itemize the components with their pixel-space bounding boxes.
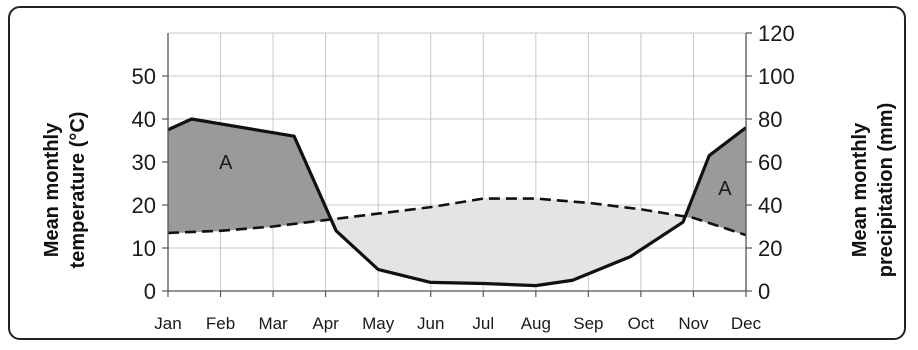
right-tick-label: 120 <box>758 21 795 46</box>
x-axis-ticks: Jan Feb Mar Apr May Jun Jul Aug Sep Oct Nov Dec <box>154 291 762 333</box>
left-tick-label: 10 <box>132 236 156 261</box>
region-label-1: A <box>219 152 233 174</box>
x-tick-label: Dec <box>731 314 762 333</box>
right-tick-label: 80 <box>758 107 782 132</box>
region-labels: AA <box>219 152 732 200</box>
left-tick-label: 50 <box>132 64 156 89</box>
left-axis-title-line1: Mean monthly <box>41 122 63 257</box>
right-axis-title-line1: Mean monthly <box>849 122 871 257</box>
right-tick-label: 0 <box>758 279 770 304</box>
left-tick-label: 20 <box>132 193 156 218</box>
x-tick-label: Aug <box>521 314 551 333</box>
right-axis-title-line2: precipitation (mm) <box>875 103 897 277</box>
right-tick-label: 40 <box>758 193 782 218</box>
left-tick-label: 0 <box>144 279 156 304</box>
region-label-2: A <box>718 178 732 200</box>
right-axis-ticks: 0 20 40 60 80 100 120 <box>746 21 795 304</box>
x-tick-label: Apr <box>312 314 339 333</box>
right-tick-label: 100 <box>758 64 795 89</box>
x-tick-label: Mar <box>258 314 288 333</box>
x-tick-label: Feb <box>206 314 235 333</box>
x-tick-label: Sep <box>573 314 603 333</box>
x-tick-label: Jun <box>417 314 444 333</box>
precipitation-line <box>167 117 747 288</box>
left-axis-title-line2: temperature (°C) <box>67 112 89 269</box>
x-tick-label: Jan <box>154 314 181 333</box>
x-tick-label: Nov <box>678 314 709 333</box>
right-tick-label: 20 <box>758 236 782 261</box>
series-lines <box>167 117 747 288</box>
x-tick-label: May <box>362 314 395 333</box>
x-tick-label: Oct <box>628 314 655 333</box>
right-tick-label: 60 <box>758 150 782 175</box>
left-tick-label: 40 <box>132 107 156 132</box>
left-axis-ticks: 0 10 20 30 40 50 <box>132 64 168 304</box>
temperature-line <box>167 197 747 237</box>
left-tick-label: 30 <box>132 150 156 175</box>
gridlines <box>167 32 747 292</box>
x-tick-label: Jul <box>472 314 494 333</box>
